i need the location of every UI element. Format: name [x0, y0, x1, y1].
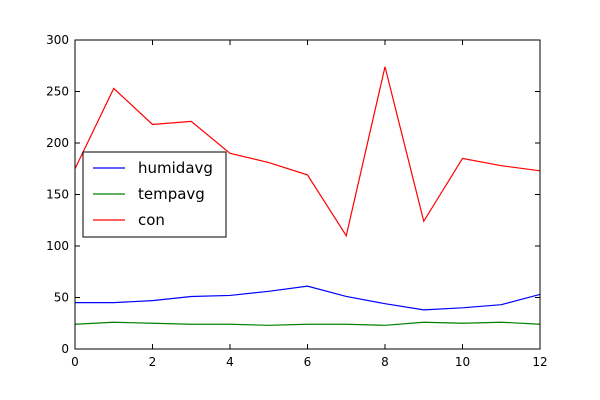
legend-label-con: con	[138, 211, 165, 229]
series-layer	[75, 66, 540, 326]
x-tick-label: 6	[304, 355, 312, 369]
y-tick-label: 0	[61, 342, 69, 356]
y-tick-label: 300	[46, 33, 69, 47]
axes-layer: 0 2 4 6 8 10 12 0 50 100 150 200 250 300	[46, 33, 548, 369]
x-tick-label: 0	[71, 355, 79, 369]
x-tick-label: 12	[532, 355, 547, 369]
series-line-humidavg	[75, 285, 540, 311]
y-tick-label: 50	[54, 291, 69, 305]
y-tick-label: 100	[46, 239, 69, 253]
series-line-tempavg	[75, 321, 540, 326]
legend-label-tempavg: tempavg	[138, 185, 205, 203]
x-tick-label: 10	[455, 355, 470, 369]
x-tick-label: 8	[381, 355, 389, 369]
y-tick-label: 200	[46, 136, 69, 150]
y-tick-label: 250	[46, 85, 69, 99]
series-line-con	[75, 66, 540, 238]
legend-label-humidavg: humidavg	[138, 159, 213, 177]
x-tick-label: 4	[226, 355, 234, 369]
x-tick-label: 2	[149, 355, 157, 369]
legend: humidavg tempavg con	[82, 151, 227, 238]
y-tick-label: 150	[46, 188, 69, 202]
